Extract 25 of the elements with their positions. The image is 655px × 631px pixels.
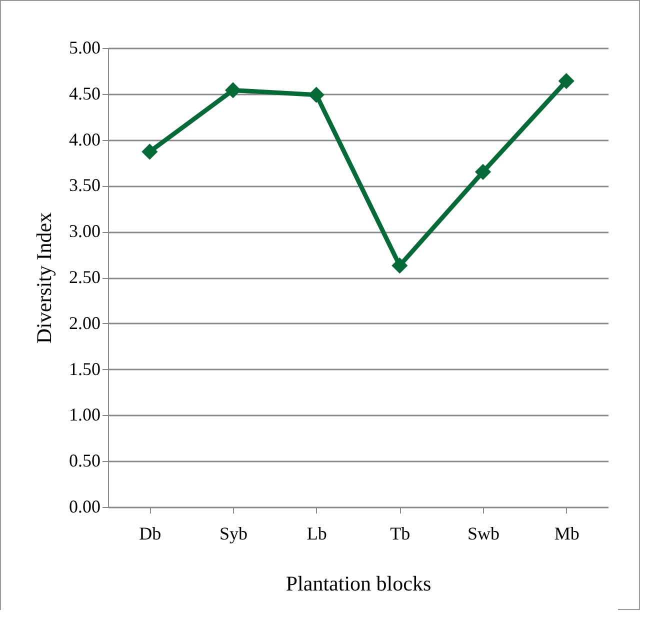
point	[558, 72, 574, 90]
y-tick-label: 4.50	[69, 83, 100, 104]
x-tick-label: Swb	[467, 524, 500, 544]
point	[142, 144, 158, 160]
point	[392, 258, 408, 274]
x-tick-label: Lb	[306, 524, 327, 544]
x-tick-label: Mb	[554, 524, 580, 544]
x-tick-label: Tb	[390, 524, 410, 544]
y-tick-label: 3.00	[69, 221, 100, 242]
y-tick-label: 0.50	[69, 450, 100, 471]
y-tick-label: 3.50	[69, 175, 100, 196]
y-tick-label: 5.00	[69, 38, 100, 58]
y-tick-label: 1.00	[69, 404, 100, 425]
x-axis-title: Plantation blocks	[286, 572, 432, 596]
x-tick-label: Syb	[219, 524, 248, 544]
point	[474, 164, 492, 180]
y-axis-title: Diversity Index	[32, 212, 56, 344]
x-tick-label: Db	[139, 524, 162, 544]
point	[224, 82, 242, 98]
point	[308, 86, 324, 103]
y-tick-label: 2.00	[69, 312, 100, 333]
y-tick-label: 0.00	[69, 496, 100, 516]
y-tick-label: 4.00	[69, 129, 100, 150]
y-tick-label: 2.50	[69, 267, 100, 287]
y-tick-label: 1.50	[69, 358, 100, 379]
